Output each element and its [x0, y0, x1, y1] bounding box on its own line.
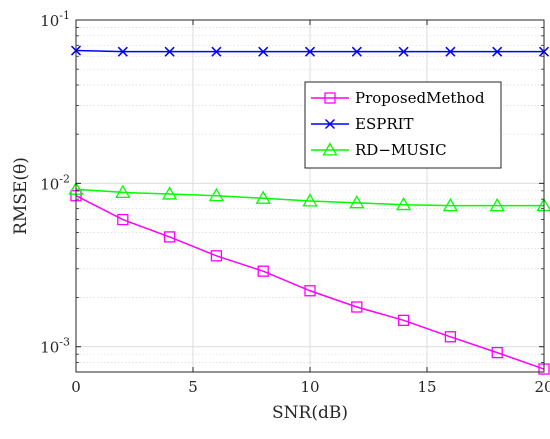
series-line	[75, 195, 545, 370]
y-tick-label: 10-1	[40, 9, 70, 30]
data-point	[161, 186, 178, 200]
legend-marker	[324, 92, 336, 104]
data-point	[398, 46, 409, 57]
x-tick-label: 10	[300, 378, 319, 396]
data-point	[257, 265, 269, 277]
data-point	[304, 285, 316, 297]
x-marker-stroke	[117, 46, 128, 57]
data-point	[351, 301, 363, 313]
data-point	[117, 46, 128, 57]
legend: ProposedMethod ESPRIT RD−MUSIC	[304, 81, 502, 169]
data-point	[444, 331, 457, 343]
legend-entry: ProposedMethod	[311, 89, 485, 107]
data-point	[163, 231, 176, 243]
data-point	[491, 346, 503, 359]
axis-ticks	[75, 19, 545, 372]
legend-label: RD−MUSIC	[355, 141, 447, 159]
data-point	[351, 46, 362, 57]
x-marker-stroke	[304, 46, 316, 57]
x-marker-stroke	[324, 118, 336, 130]
data-point	[258, 46, 269, 57]
legend-marker	[324, 118, 336, 130]
x-marker-stroke	[351, 46, 362, 57]
data-point	[211, 46, 222, 57]
y-tick-label: 10-3	[40, 336, 70, 357]
x-marker-stroke	[258, 46, 269, 57]
legend-label: ProposedMethod	[355, 89, 485, 107]
data-point	[395, 196, 412, 211]
data-point	[117, 213, 129, 226]
legend-entry: ESPRIT	[311, 115, 414, 133]
data-point	[115, 184, 131, 198]
data-point	[304, 46, 316, 57]
data-point	[255, 190, 271, 204]
y-tick-labels: 10-3 10-2 10-1	[40, 9, 70, 357]
data-point	[445, 46, 456, 57]
x-marker-stroke	[164, 46, 175, 57]
x-tick-label: 5	[188, 378, 198, 396]
x-marker-stroke	[211, 46, 222, 57]
series-esprit	[70, 45, 550, 57]
data-point	[208, 187, 225, 202]
y-axis-label: RMSE(θ)	[11, 157, 31, 235]
data-point	[442, 197, 459, 212]
data-point	[302, 193, 318, 207]
legend-box	[304, 81, 502, 169]
major-gridlines	[75, 19, 545, 372]
x-tick-label: 15	[417, 378, 436, 396]
x-tick-label: 20	[534, 378, 550, 396]
x-axis-label: SNR(dB)	[272, 403, 348, 423]
y-tick-label: 10-2	[40, 172, 70, 193]
x-marker-stroke	[445, 46, 456, 57]
x-marker-stroke	[398, 46, 409, 57]
data-point	[349, 195, 365, 209]
data-point	[489, 197, 505, 212]
legend-marker	[322, 142, 338, 156]
series-line	[75, 188, 544, 207]
data-point	[164, 46, 175, 57]
legend-label: ESPRIT	[355, 115, 414, 133]
data-point	[492, 46, 503, 57]
x-tick-label: 0	[71, 378, 81, 396]
x-marker-stroke	[492, 46, 503, 57]
x-tick-labels: 0 5 10 15 20	[71, 378, 550, 396]
data-point	[210, 250, 223, 262]
data-point	[397, 314, 410, 326]
legend-entry: RD−MUSIC	[311, 141, 447, 159]
